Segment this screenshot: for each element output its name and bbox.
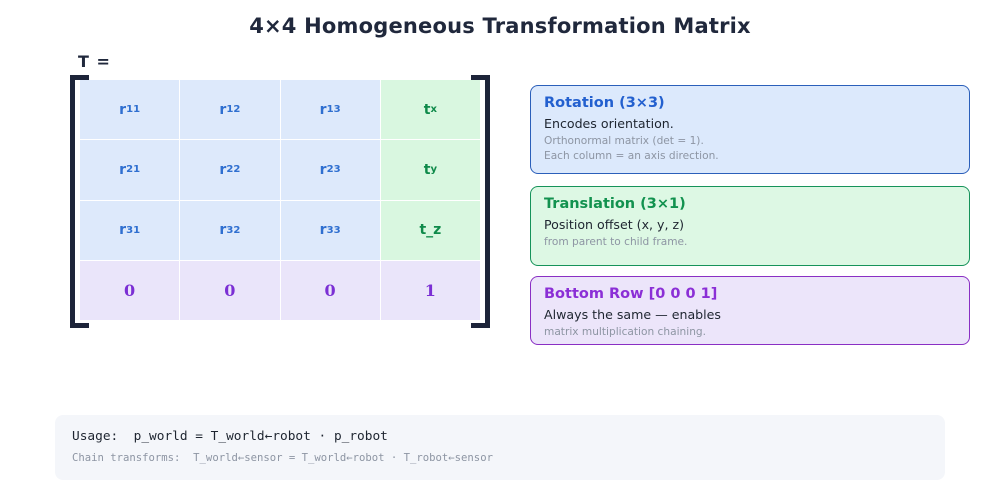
usage-equation: Usage: p_world = T_world←robot · p_robot [72, 429, 388, 444]
matrix-cell-text: r [319, 161, 327, 178]
matrix-bracket-left [70, 75, 89, 328]
matrix-cell-text: r [119, 222, 127, 239]
usage-chain-equation: Chain transforms: T_world←sensor = T_wor… [72, 452, 493, 464]
matrix-cell-1-1: r 11 [80, 80, 180, 140]
matrix-cell-subscript: 31 [126, 224, 141, 236]
matrix-cell-subscript: 13 [326, 104, 341, 116]
panel-translation-detail-1: from parent to child frame. [544, 236, 688, 248]
matrix-cell-text: t [423, 101, 431, 118]
matrix-cell-text: t_z [419, 222, 442, 239]
matrix-cell-4-1: 0 [80, 260, 180, 320]
matrix-cell-text: r [119, 161, 127, 178]
matrix-cell-subscript: 23 [326, 164, 341, 176]
matrix-cell-2-3: r 23 [280, 140, 380, 200]
matrix-cell-text: 0 [224, 280, 236, 300]
matrix-cell-text: t [423, 161, 431, 178]
panel-bottom-row-title: Bottom Row [0 0 0 1] [544, 286, 718, 302]
matrix-cell-subscript: y [430, 164, 438, 176]
matrix-cell-2-1: r 21 [80, 140, 180, 200]
panel-translation-title: Translation (3×1) [544, 196, 686, 212]
panel-translation: Translation (3×1) Position offset (x, y,… [530, 186, 970, 266]
matrix-cell-1-2: r 12 [180, 80, 280, 140]
matrix-cell-3-4: t_z [380, 200, 480, 260]
matrix-cell-text: r [319, 222, 327, 239]
panel-rotation-title: Rotation (3×3) [544, 95, 665, 111]
matrix-cell-text: 1 [424, 280, 436, 300]
panel-bottom-row-detail-1: matrix multiplication chaining. [544, 326, 706, 338]
usage-box: Usage: p_world = T_world←robot · p_robot… [55, 415, 945, 480]
matrix-cell-subscript: 12 [226, 104, 241, 116]
matrix-cell-text: r [319, 101, 327, 118]
matrix-cell-subscript: 11 [126, 104, 141, 116]
panel-rotation: Rotation (3×3) Encodes orientation. Orth… [530, 85, 970, 174]
panel-rotation-detail-1: Orthonormal matrix (det = 1). [544, 135, 704, 147]
matrix-cell-1-3: r 13 [280, 80, 380, 140]
matrix-cell-text: 0 [324, 280, 336, 300]
panel-rotation-body: Encodes orientation. [544, 116, 674, 131]
matrix-cell-2-2: r 22 [180, 140, 280, 200]
matrix-cell-subscript: 32 [226, 224, 241, 236]
matrix-cell-subscript: x [430, 104, 437, 116]
matrix-label: T = [78, 52, 111, 71]
panel-bottom-row: Bottom Row [0 0 0 1] Always the same — e… [530, 276, 970, 345]
matrix-cell-text: r [219, 161, 227, 178]
matrix-cell-text: r [219, 222, 227, 239]
matrix-grid: r 11 r 12 r 13 t x r 21 r 22 r 23 t y r 31 r 32 r 33 t_z 0 0 0 1 [80, 80, 480, 320]
matrix-cell-subscript: 33 [326, 224, 341, 236]
panel-translation-body: Position offset (x, y, z) [544, 217, 685, 232]
matrix-cell-4-3: 0 [280, 260, 380, 320]
matrix-cell-text: 0 [124, 280, 136, 300]
matrix-cell-3-2: r 32 [180, 200, 280, 260]
matrix-cell-text: r [219, 101, 227, 118]
matrix-cell-subscript: 22 [226, 164, 241, 176]
matrix-cell-4-4: 1 [380, 260, 480, 320]
matrix-cell-subscript: 21 [126, 164, 141, 176]
panel-bottom-row-body: Always the same — enables [544, 307, 721, 322]
matrix-cell-4-2: 0 [180, 260, 280, 320]
matrix-cell-3-1: r 31 [80, 200, 180, 260]
matrix-cell-3-3: r 33 [280, 200, 380, 260]
matrix-frame: r 11 r 12 r 13 t x r 21 r 22 r 23 t y r 31 r 32 r 33 t_z 0 0 0 1 [70, 75, 490, 328]
matrix-bracket-right [471, 75, 490, 328]
panel-rotation-detail-2: Each column = an axis direction. [544, 150, 719, 163]
matrix-section: T = r 11 r 12 r 13 t x r 21 r 22 r 23 t y r 31 r 32 r 33 t_z 0 0… [70, 52, 500, 332]
page-title: 4×4 Homogeneous Transformation Matrix [249, 14, 751, 38]
matrix-cell-text: r [119, 101, 127, 118]
